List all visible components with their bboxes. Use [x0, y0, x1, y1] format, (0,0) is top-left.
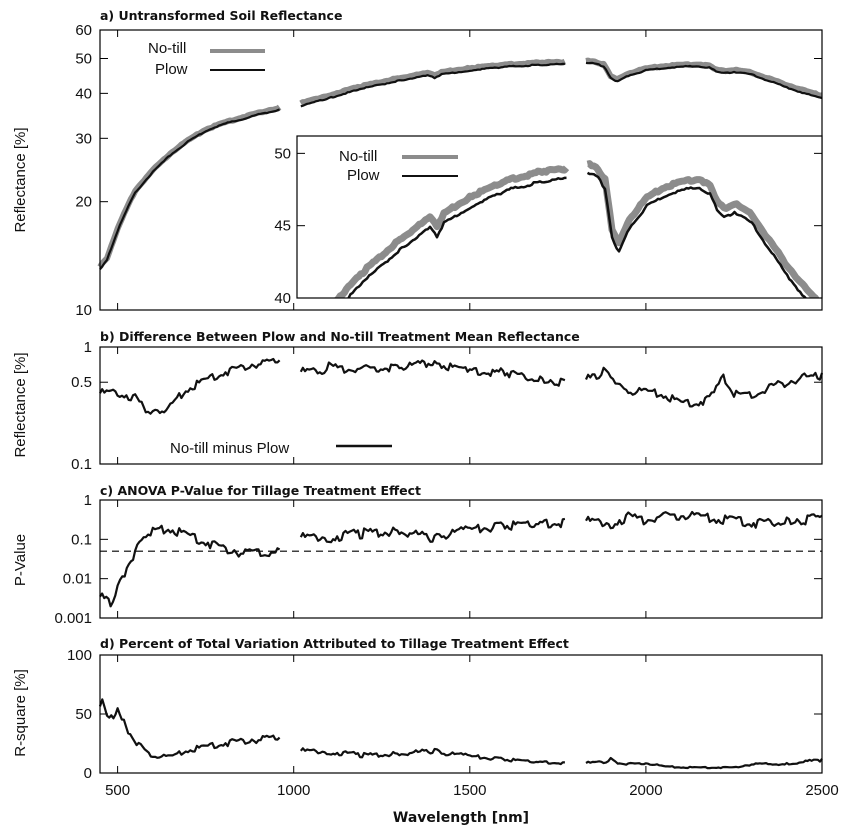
x-axis-ticks: 500 1000 1500 2000 2500 [105, 782, 839, 799]
b-series-no-till-minus-plow-segment-0 [99, 357, 281, 415]
panel-c-pvalue: c) ANOVA P-Value for Tillage Treatment E… [12, 483, 823, 627]
panel-d-ticks: 0 50 100 [67, 647, 823, 782]
inset-legend-label-no-till: No-till [339, 148, 377, 165]
panel-b-title: b) Difference Between Plow and No-till T… [100, 329, 580, 344]
c-series-p-value-segment-2 [585, 510, 823, 530]
d-series-r-square-segment-0 [98, 698, 281, 759]
inset-frame [296, 135, 823, 299]
a-inset-ytick-label: 45 [274, 218, 291, 235]
panel-c-frame [99, 499, 823, 619]
panel-b-series [99, 357, 824, 415]
b-series-no-till-minus-plow-segment-2 [584, 366, 824, 408]
panel-c-ylabel: P-Value [12, 534, 29, 586]
a-series-plow-segment-2 [585, 61, 823, 100]
b-ytick-label: 1 [84, 339, 92, 356]
panel-a-ylabel: Reflectance [%] [12, 127, 29, 232]
a-ytick-label: 30 [75, 130, 92, 147]
a-inset-series-no-till-segment-1 [586, 160, 820, 298]
a-ytick-label: 10 [75, 302, 92, 319]
panel-d-ylabel: R-square [%] [12, 669, 29, 757]
legend-label-no-till: No-till [148, 40, 186, 57]
a-series-no-till-segment-2 [585, 57, 823, 99]
panel-a-inset: 40 45 50 No-till Plow [274, 135, 823, 307]
panel-c-ticks: 0.001 0.01 0.1 1 [54, 492, 823, 627]
b-ytick-label: 0.5 [71, 374, 92, 391]
a-ytick-label: 40 [75, 85, 92, 102]
panel-b-legend: No-till minus Plow [170, 440, 392, 457]
panel-c-title: c) ANOVA P-Value for Tillage Treatment E… [100, 483, 421, 498]
x-tick-label: 1500 [453, 782, 486, 799]
c-ytick-label: 0.1 [71, 531, 92, 548]
inset-legend: No-till Plow [339, 148, 458, 184]
x-axis-label: Wavelength [nm] [393, 810, 529, 826]
a-series-plow-segment-0 [99, 108, 280, 270]
panel-b-ylabel: Reflectance [%] [12, 352, 29, 457]
panel-d-series [98, 698, 823, 770]
b-ytick-label: 0.1 [71, 456, 92, 473]
d-series-r-square-segment-2 [585, 756, 823, 770]
inset-background [297, 136, 822, 298]
c-ytick-label: 0.01 [63, 571, 92, 588]
inset-legend-label-plow: Plow [347, 167, 380, 184]
inset-series [333, 160, 820, 298]
c-series-p-value-segment-0 [99, 524, 281, 608]
legend-label-plow: Plow [155, 61, 188, 78]
a-ytick-label: 20 [75, 194, 92, 211]
panel-d-rsquare: d) Percent of Total Variation Attributed… [12, 636, 839, 799]
a-inset-ytick-label: 50 [274, 145, 291, 162]
c-ytick-label: 1 [84, 492, 92, 509]
d-ytick-label: 50 [75, 706, 92, 723]
c-series-p-value-segment-1 [299, 517, 566, 544]
a-series-plow-segment-1 [300, 62, 565, 108]
x-tick-label: 2000 [629, 782, 662, 799]
a-ytick-label: 60 [75, 22, 92, 39]
x-tick-label: 1000 [277, 782, 310, 799]
x-tick-label: 2500 [805, 782, 838, 799]
legend-label-no-till-minus-plow: No-till minus Plow [170, 440, 289, 457]
d-series-r-square-segment-1 [299, 747, 565, 766]
panel-a-legend: No-till Plow [148, 40, 265, 78]
d-ytick-label: 0 [84, 765, 92, 782]
d-ytick-label: 100 [67, 647, 92, 664]
panel-d-frame [99, 654, 823, 774]
panel-b-difference: b) Difference Between Plow and No-till T… [12, 329, 824, 473]
x-tick-label: 500 [105, 782, 130, 799]
panel-d-title: d) Percent of Total Variation Attributed… [100, 636, 569, 651]
a-series-no-till-segment-1 [299, 58, 567, 106]
panel-a-series [97, 57, 823, 270]
panel-c-series [99, 510, 823, 608]
panel-a-reflectance: a) Untransformed Soil Reflectance Reflec… [12, 8, 823, 319]
panel-b-frame [99, 346, 823, 465]
a-series-no-till-segment-0 [97, 104, 282, 269]
a-inset-series-no-till-segment-0 [333, 165, 570, 298]
a-inset-series-plow-segment-0 [346, 176, 567, 298]
a-inset-ytick-label: 40 [274, 290, 291, 307]
a-ytick-label: 50 [75, 50, 92, 67]
b-series-no-till-minus-plow-segment-1 [299, 359, 566, 387]
c-ytick-label: 0.001 [54, 610, 92, 627]
a-inset-series-plow-segment-1 [586, 171, 808, 298]
panel-a-title: a) Untransformed Soil Reflectance [100, 8, 342, 23]
